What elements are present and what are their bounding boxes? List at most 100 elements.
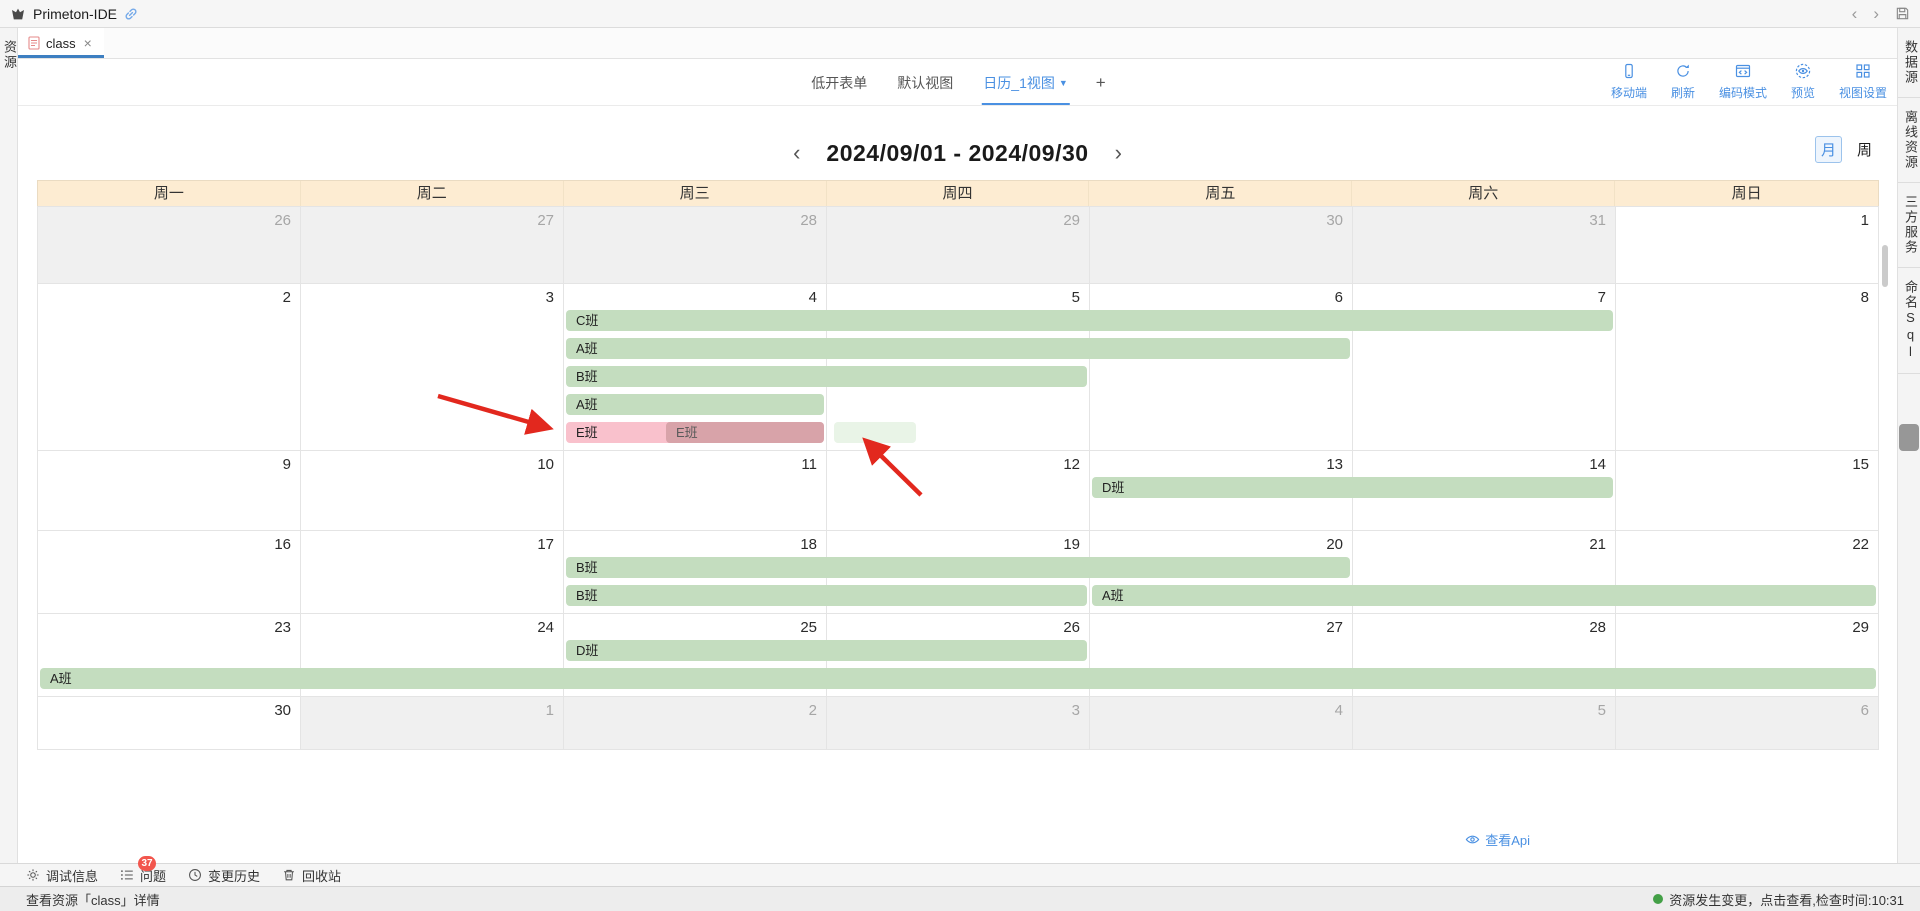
day-cell[interactable]: 2 (564, 697, 827, 750)
weekday-header: 周三 (564, 181, 827, 206)
bottom-toolbar: 调试信息 问题 37 变更历史 回收站 (0, 855, 1920, 886)
date-number: 27 (537, 212, 554, 229)
day-cell[interactable]: 15 (1616, 451, 1879, 531)
day-cell[interactable]: 28 (564, 207, 827, 284)
day-cell[interactable]: 4 (1090, 697, 1353, 750)
month-mode-button[interactable]: 月 (1814, 136, 1842, 163)
week-row: 9 10 11 12 13 14 15 D班 (38, 451, 1879, 531)
date-number: 31 (1589, 212, 1606, 229)
day-cell[interactable]: 1 (301, 697, 564, 750)
status-right[interactable]: 资源发生变更，点击查看,检查时间:10:31 (1653, 890, 1904, 909)
event-bar[interactable]: B班 (565, 557, 1350, 578)
bottom-toolbar-trash[interactable]: 回收站 (282, 866, 341, 885)
day-cell[interactable]: 2 (38, 284, 301, 451)
view-tab[interactable]: 默认视图 (895, 73, 955, 105)
date-number: 23 (274, 619, 291, 636)
calendar-grid: 周一 周二 周三 周四 周五 周六 周日 26 27 28 29 30 31 1 2 3 4 5 6 7 8 C班 A班 B… (37, 180, 1879, 750)
event-bar[interactable]: A班 (565, 338, 1350, 359)
right-rail-item[interactable]: 命名Sql (1898, 268, 1920, 374)
app-title: Primeton-IDE (33, 5, 118, 22)
right-rail-scrollbar-thumb[interactable] (1899, 424, 1919, 451)
right-rail-item[interactable]: 数据源 (1898, 28, 1920, 98)
event-ghost[interactable] (834, 422, 917, 443)
view-api-label: 查看Api (1485, 833, 1530, 848)
view-settings-icon (1855, 63, 1871, 82)
date-number: 5 (1071, 289, 1080, 306)
day-cell[interactable]: 1 (1616, 207, 1879, 284)
day-cell[interactable]: 8 (1616, 284, 1879, 451)
day-cell[interactable]: 27 (301, 207, 564, 284)
bottom-toolbar-debug[interactable]: 调试信息 (26, 866, 98, 885)
view-tab-label: 默认视图 (897, 75, 954, 91)
date-number: 29 (1063, 212, 1080, 229)
weekday-header: 周六 (1352, 181, 1616, 206)
action-refresh[interactable]: 刷新 (1665, 63, 1701, 101)
day-cell[interactable]: 9 (38, 451, 301, 531)
event-bar[interactable]: A班 (565, 394, 824, 415)
refresh-icon (1675, 63, 1691, 82)
event-bar[interactable]: D班 (1091, 477, 1613, 498)
day-cell[interactable]: 6 (1616, 697, 1879, 750)
event-bar[interactable]: A班 (1091, 585, 1876, 606)
view-tab-label: 低开表单 (811, 75, 868, 91)
day-cell[interactable]: 26 (38, 207, 301, 284)
day-cell[interactable]: 3 (827, 697, 1090, 750)
eye-icon (1465, 835, 1480, 844)
action-preview[interactable]: 预览 (1785, 63, 1821, 101)
calendar-scrollbar-thumb[interactable] (1882, 245, 1888, 287)
view-tab[interactable]: 低开表单 (809, 73, 869, 105)
link-icon[interactable] (123, 6, 139, 22)
day-cell[interactable]: 29 (827, 207, 1090, 284)
tab-close-icon[interactable]: × (83, 35, 92, 51)
day-cell[interactable]: 30 (1090, 207, 1353, 284)
day-cell[interactable]: 16 (38, 531, 301, 614)
left-rail-item[interactable]: 资源 (2, 40, 17, 70)
date-number: 30 (1326, 212, 1343, 229)
week-row: 16 17 18 19 20 21 22 B班 B班 A班 (38, 531, 1879, 614)
day-cell[interactable]: 17 (301, 531, 564, 614)
event-bar[interactable]: B班 (565, 366, 1087, 387)
date-number: 25 (800, 619, 817, 636)
status-right-text: 资源发生变更，点击查看,检查时间:10:31 (1669, 892, 1904, 908)
history-back-icon[interactable]: ‹ (1851, 4, 1858, 23)
action-mobile[interactable]: 移动端 (1611, 63, 1647, 101)
action-view-settings[interactable]: 视图设置 (1839, 63, 1887, 101)
day-cell[interactable]: 5 (1353, 697, 1616, 750)
calendar-prev-icon[interactable]: ‹ (793, 140, 801, 165)
history-forward-icon[interactable]: › (1873, 4, 1879, 23)
calendar-next-icon[interactable]: › (1114, 140, 1122, 165)
bottom-toolbar-problems[interactable]: 问题 37 (120, 855, 166, 885)
calendar-date-range: 2024/09/01 - 2024/09/30 (826, 139, 1089, 166)
day-cell[interactable]: 31 (1353, 207, 1616, 284)
day-cell[interactable]: 3 (301, 284, 564, 451)
view-tab[interactable]: 日历_1视图 ▼ (981, 73, 1070, 105)
bottom-toolbar-history[interactable]: 变更历史 (188, 866, 260, 885)
event-bar[interactable]: B班 (565, 585, 1087, 606)
problems-count-badge: 37 (138, 855, 157, 871)
calendar-weeks: 26 27 28 29 30 31 1 2 3 4 5 6 7 8 C班 A班 B班 A班 E班 E班 9 10 11 12 1… (37, 206, 1879, 750)
event-bar[interactable]: E班 (565, 422, 824, 443)
right-rail-item[interactable]: 离线资源 (1898, 98, 1920, 183)
date-number: 30 (274, 702, 291, 719)
event-ghost[interactable]: E班 (665, 422, 824, 443)
day-cell[interactable]: 30 (38, 697, 301, 750)
action-label: 刷新 (1670, 86, 1695, 100)
right-rail-item[interactable]: 三方服务 (1898, 183, 1920, 268)
action-label: 预览 (1790, 86, 1815, 100)
tab-class[interactable]: class × (18, 28, 104, 58)
week-mode-button[interactable]: 周 (1856, 142, 1872, 159)
status-left-text[interactable]: 查看资源「class」详情 (26, 892, 160, 908)
view-api-link[interactable]: 查看Api (1465, 830, 1530, 849)
day-cell[interactable]: 12 (827, 451, 1090, 531)
event-bar[interactable]: C班 (565, 310, 1613, 331)
day-cell[interactable]: 11 (564, 451, 827, 531)
event-bar[interactable]: D班 (565, 640, 1087, 661)
event-bar[interactable]: A班 (40, 668, 1876, 689)
right-rail: 数据源 离线资源 三方服务 命名Sql (1897, 28, 1920, 863)
day-cell[interactable]: 10 (301, 451, 564, 531)
weekday-header: 周一 (38, 181, 301, 206)
weekday-header: 周二 (301, 181, 564, 206)
add-view-button[interactable]: + (1095, 73, 1106, 92)
save-icon[interactable] (1895, 6, 1910, 21)
action-code-mode[interactable]: 编码模式 (1719, 63, 1767, 101)
